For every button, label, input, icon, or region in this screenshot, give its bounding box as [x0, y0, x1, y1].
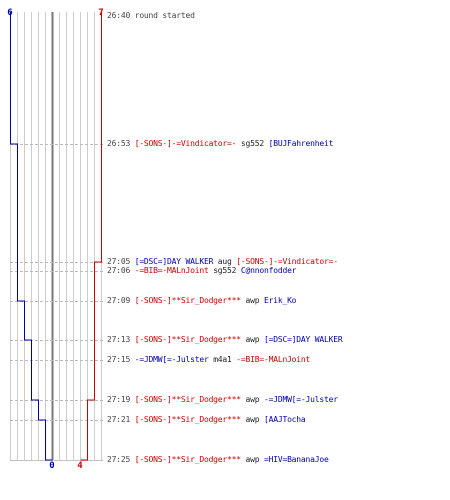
- blue-start-score: 6: [7, 8, 12, 18]
- event-row: 27:21 [-SONS-]**Sir_Dodger*** awp [AAJTo…: [107, 414, 306, 426]
- event-time: 26:53: [107, 139, 135, 148]
- event-row: 27:19 [-SONS-]**Sir_Dodger*** awp -=JDMW…: [107, 394, 338, 406]
- red-team-line: [80, 12, 102, 461]
- red-player-name: [-SONS-]**Sir_Dodger***: [134, 415, 241, 424]
- event-time: 27:25: [107, 455, 135, 464]
- weapon-name: awp: [240, 335, 264, 344]
- event-time: 26:40: [107, 11, 135, 20]
- weapon-name: sg552: [236, 139, 269, 148]
- weapon-name: m4a1: [208, 355, 237, 364]
- event-time: 27:09: [107, 296, 135, 305]
- red-player-name: [-SONS-]**Sir_Dodger***: [134, 395, 241, 404]
- blue-player-name: -=JDMW[=-Julster: [263, 395, 338, 404]
- red-player-name: -=BIB=-MALnJoint: [134, 266, 209, 275]
- blue-player-name: [=DSC=]DAY WALKER: [134, 257, 214, 266]
- event-row: 27:09 [-SONS-]**Sir_Dodger*** awp Erik_K…: [107, 295, 297, 307]
- red-player-name: -=BIB=-MALnJoint: [236, 355, 311, 364]
- red-player-name: [-SONS-]-=Vindicator=-: [134, 139, 237, 148]
- event-time: 27:19: [107, 395, 135, 404]
- event-row: 27:13 [-SONS-]**Sir_Dodger*** awp [=DSC=…: [107, 334, 343, 346]
- event-row: 27:05 [=DSC=]DAY WALKER aug [-SONS-]-=Vi…: [107, 256, 338, 268]
- event-time: 27:21: [107, 415, 135, 424]
- blue-player-name: =HIV=BananaJoe: [263, 455, 329, 464]
- score-lines: [10, 12, 102, 461]
- blue-player-name: [=DSC=]DAY WALKER: [263, 335, 343, 344]
- weapon-name: awp: [240, 296, 264, 305]
- event-row: 27:25 [-SONS-]**Sir_Dodger*** awp =HIV=B…: [107, 454, 329, 466]
- event-row: 26:40 round started: [107, 10, 195, 22]
- red-start-score: 7: [98, 8, 103, 18]
- event-dashes: [10, 144, 105, 461]
- event-time: 27:15: [107, 355, 135, 364]
- event-time: 27:13: [107, 335, 135, 344]
- weapon-name: awp: [240, 415, 264, 424]
- red-end-score: 4: [77, 461, 83, 471]
- event-time: 27:06: [107, 266, 135, 275]
- event-time: 27:05: [107, 257, 135, 266]
- blue-player-name: -=JDMW[=-Julster: [134, 355, 209, 364]
- event-text: round started: [134, 11, 195, 20]
- red-player-name: [-SONS-]-=Vindicator=-: [236, 257, 338, 266]
- blue-player-name: [BUJFahrenheit: [268, 139, 334, 148]
- red-player-name: [-SONS-]**Sir_Dodger***: [134, 455, 241, 464]
- red-player-name: [-SONS-]**Sir_Dodger***: [134, 335, 241, 344]
- event-row: 27:15 -=JDMW[=-Julster m4a1 -=BIB=-MALnJ…: [107, 354, 310, 366]
- weapon-name: awp: [240, 395, 264, 404]
- blue-player-name: [AAJTocha: [263, 415, 306, 424]
- weapon-name: awp: [240, 455, 264, 464]
- grid-lines: [10, 12, 102, 461]
- weapon-name: aug: [213, 257, 237, 266]
- event-row: 27:06 -=BIB=-MALnJoint sg552 C@nnonfodde…: [107, 265, 297, 277]
- blue-player-name: Erik_Ko: [263, 296, 297, 305]
- blue-player-name: C@nnonfodder: [240, 266, 297, 275]
- blue-end-score: 0: [49, 461, 54, 471]
- event-row: 26:53 [-SONS-]-=Vindicator=- sg552 [BUJF…: [107, 138, 333, 150]
- blue-team-line: [10, 12, 53, 461]
- red-player-name: [-SONS-]**Sir_Dodger***: [134, 296, 241, 305]
- score-labels: 6 7 0 4: [7, 8, 103, 471]
- weapon-name: sg552: [208, 266, 241, 275]
